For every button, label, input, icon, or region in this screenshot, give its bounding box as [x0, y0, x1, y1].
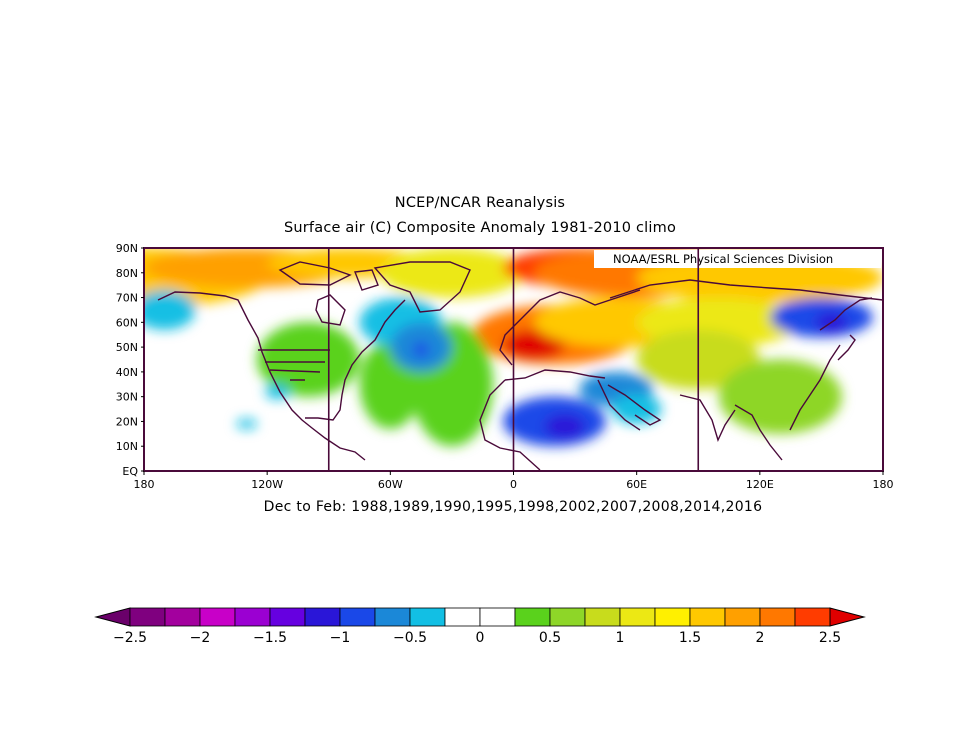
anomaly-region-21: [412, 342, 430, 358]
india: [679, 394, 736, 442]
anomaly-region-27: [265, 384, 290, 400]
colorbar-label: 1.5: [679, 630, 701, 646]
colorbar-box: [199, 607, 236, 627]
colorbar-label: 2: [756, 630, 765, 646]
lat-label: 10N: [116, 440, 138, 453]
colorbar-box: [269, 607, 306, 627]
colorbar-label: −0.5: [393, 630, 427, 646]
siberia-north-coast: [609, 279, 883, 301]
colorbar-under-arrow: [94, 607, 131, 627]
japan: [837, 334, 856, 361]
colorbar-label: −2: [190, 630, 211, 646]
colorbar-box: [759, 607, 796, 627]
lon-label: 180: [873, 478, 894, 491]
arctic-islands: [278, 261, 379, 291]
anomaly-region-8: [503, 329, 565, 360]
colorbar-box: [339, 607, 376, 627]
greenland: [373, 261, 471, 313]
lat-label: 90N: [116, 242, 138, 255]
map-title: NCEP/NCAR Reanalysis: [394, 195, 566, 211]
anomaly-region-12: [718, 359, 842, 434]
reference-meridians: [327, 248, 700, 471]
lon-label: 120E: [746, 478, 774, 491]
credit-box: [594, 250, 881, 268]
us-borders: [258, 349, 330, 381]
colorbar-box: [724, 607, 761, 627]
anomaly-region-23: [544, 414, 586, 439]
lon-label: 0: [510, 478, 517, 491]
anomaly-region-26: [236, 418, 257, 429]
colorbar-box: [654, 607, 691, 627]
kamchatka-coast: [819, 297, 873, 331]
lat-label: 50N: [116, 341, 138, 354]
lat-label: 60N: [116, 316, 138, 329]
colorbar-box: [689, 607, 726, 627]
anomaly-region-3: [380, 248, 524, 298]
lon-label: 180: [134, 478, 155, 491]
colorbar-box: [409, 607, 446, 627]
north-america-east-coast: [305, 299, 406, 421]
map-subtitle: Surface air (C) Composite Anomaly 1981-2…: [283, 220, 677, 236]
colorbar-boxes: [94, 607, 866, 627]
longitude-labels: 180 120W 60W 0 60E 120E 180: [134, 471, 894, 491]
arabia: [607, 384, 662, 426]
hudson-bay: [315, 294, 346, 326]
latitude-labels: EQ 10N 20N 30N 40N 50N 60N 70N 80N 90N: [116, 242, 144, 478]
lat-label: 20N: [116, 415, 138, 428]
colorbar-box: [619, 607, 656, 627]
lon-label: 60E: [626, 478, 647, 491]
china-east-coast: [789, 344, 841, 431]
lon-label: 120W: [251, 478, 283, 491]
coastlines: [157, 261, 883, 471]
lat-label: 80N: [116, 267, 138, 280]
colorbar-box: [514, 607, 551, 627]
colorbar-label: 1: [616, 630, 625, 646]
north-america-coast: [157, 291, 366, 461]
anomaly-region-16: [144, 290, 196, 330]
colorbar: −2.5 −2 −1.5 −1 −0.5 0 0.5 1 1.5 2 2.5: [94, 607, 866, 646]
mediterranean: [504, 369, 606, 381]
colorbar-box: [129, 607, 166, 627]
colorbar-box: [549, 607, 586, 627]
colorbar-label: −1.5: [253, 630, 287, 646]
se-asia: [734, 404, 783, 461]
colorbar-labels: −2.5 −2 −1.5 −1 −0.5 0 0.5 1 1.5 2 2.5: [113, 630, 841, 646]
lat-label: 70N: [116, 292, 138, 305]
colorbar-box: [164, 607, 201, 627]
lat-label: 40N: [116, 366, 138, 379]
credit-text: NOAA/ESRL Physical Sciences Division: [613, 252, 833, 266]
anomaly-region-15: [256, 322, 360, 397]
colorbar-box: [584, 607, 621, 627]
colorbar-box: [444, 607, 481, 627]
colorbar-box: [794, 607, 831, 627]
colorbar-label: 0.5: [539, 630, 561, 646]
colorbar-box: [479, 607, 516, 627]
colorbar-box: [374, 607, 411, 627]
anomaly-map: NOAA/ESRL Physical Sciences Division EQ1…: [116, 242, 894, 491]
lon-label: 60W: [378, 478, 403, 491]
composite-years-caption: Dec to Feb: 1988,1989,1990,1995,1998,200…: [263, 499, 763, 515]
colorbar-box: [304, 607, 341, 627]
africa-coast: [479, 379, 641, 471]
anomaly-region-25: [612, 394, 662, 424]
colorbar-label: −1: [330, 630, 351, 646]
colorbar-over-arrow: [829, 607, 866, 627]
europe-coast: [499, 289, 641, 366]
colorbar-label: 2.5: [819, 630, 841, 646]
lat-label: EQ: [122, 465, 138, 478]
colorbar-label: 0: [476, 630, 485, 646]
colorbar-label: −2.5: [113, 630, 147, 646]
lat-label: 30N: [116, 391, 138, 404]
colorbar-box: [234, 607, 271, 627]
